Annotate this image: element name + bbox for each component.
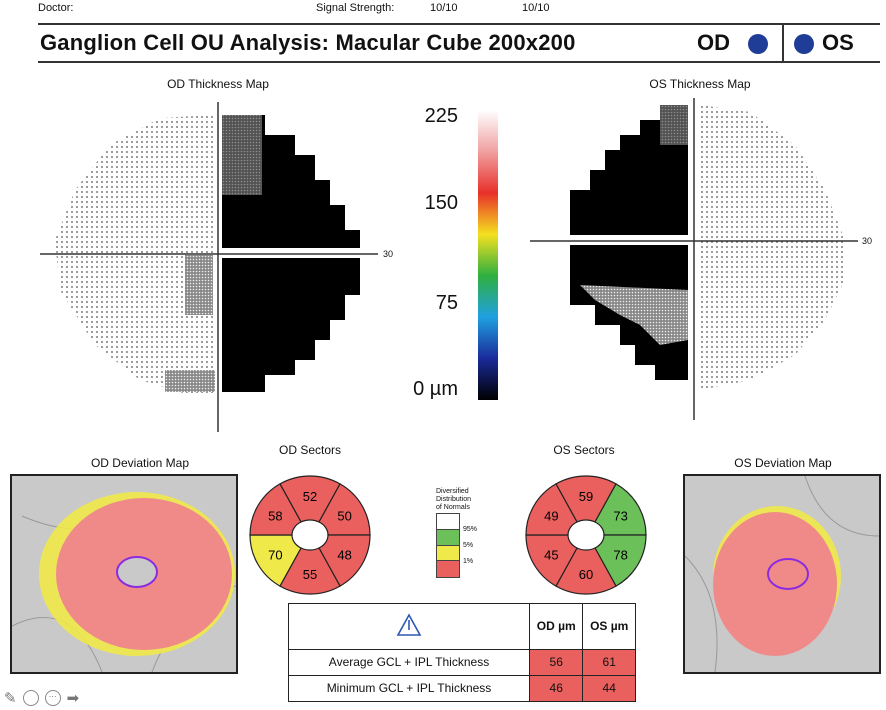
warning-triangle-icon <box>396 613 422 636</box>
os-sector-value-upper-right: 73 <box>613 509 627 524</box>
legend-level: 5% <box>436 529 477 549</box>
od-sector-upper-right <box>318 483 371 536</box>
legend-title-line: of Normals <box>436 504 470 511</box>
table-header-row: OD µm OS µm <box>288 603 636 650</box>
report-title: Ganglion Cell OU Analysis: Macular Cube … <box>40 30 576 55</box>
color-scale-labels: 225 150 75 0 µm <box>408 100 458 410</box>
os-value: 44 <box>582 674 636 703</box>
os-label: OS <box>822 30 854 55</box>
divider <box>38 61 880 63</box>
od-sector-upper-left <box>249 483 302 536</box>
od-sector-value-lower-left: 70 <box>268 548 282 563</box>
color-scale-bar <box>478 110 498 400</box>
black-region-upper <box>570 105 688 235</box>
os-sector-lower-left <box>525 534 578 587</box>
forward-arrow-icon[interactable]: ➡ <box>66 690 80 707</box>
legend-level <box>436 560 477 578</box>
legend-level: 95% <box>436 513 477 533</box>
fovea-ellipse <box>767 558 809 590</box>
row-label: Minimum GCL + IPL Thickness <box>288 674 530 703</box>
pencil-icon[interactable]: ✎ <box>4 690 17 707</box>
od-sectors-title: OD Sectors <box>278 443 342 457</box>
legend-swatch <box>436 545 460 562</box>
os-sector-value-upper-left: 49 <box>544 509 558 524</box>
dotted-region <box>55 115 215 395</box>
legend-label: 95% <box>463 526 478 533</box>
od-sector-lower-right <box>318 534 371 587</box>
gray-region <box>580 285 688 345</box>
od-eye-dot <box>748 34 768 54</box>
od-value: 56 <box>528 648 584 676</box>
more-icon[interactable]: ⋯ <box>44 690 61 706</box>
os-sector-lower-right <box>594 534 647 587</box>
black-region-lower <box>222 258 360 392</box>
os-sector-value-bottom: 60 <box>579 567 593 582</box>
legend-label: 5% <box>463 542 474 549</box>
signal-strength-os: 10/10 <box>522 2 550 14</box>
od-axis-label: 30 <box>383 249 394 259</box>
results-table: OD µm OS µm Average GCL + IPL Thickness … <box>288 603 636 703</box>
scale-tick-225: 225 <box>424 105 458 127</box>
legend-level: 1% <box>436 545 477 565</box>
os-eye-dot <box>794 34 814 54</box>
gray-region <box>185 255 213 315</box>
normals-legend: Diversified Distribution of Normals 95% 5… <box>436 488 477 578</box>
os-deviation-map <box>683 474 881 674</box>
legend-swatch <box>436 529 460 546</box>
scale-tick-75: 75 <box>435 292 458 314</box>
scale-tick-0: 0 µm <box>413 378 458 400</box>
os-deviation-map-title: OS Deviation Map <box>734 456 832 470</box>
od-sector-value-bottom: 55 <box>303 567 317 582</box>
od-label: OD <box>697 30 730 55</box>
od-sector-value-upper-right: 50 <box>337 509 351 524</box>
os-axis-label: 30 <box>862 236 873 246</box>
warning-cell <box>288 603 530 650</box>
legend-label: 1% <box>463 558 474 565</box>
os-sector-value-top: 59 <box>579 489 593 504</box>
od-sector-value-top: 52 <box>303 489 317 504</box>
signal-strength-label: Signal Strength: <box>316 2 395 14</box>
os-sectors-title: OS Sectors <box>553 443 615 457</box>
od-header: OD µm <box>528 603 584 650</box>
gray-region <box>165 370 215 392</box>
legend-title-line: Distribution <box>436 496 472 503</box>
os-header: OS µm <box>582 603 636 650</box>
os-sector-value-lower-left: 45 <box>544 548 558 563</box>
legend-title-line: Diversified <box>436 488 469 495</box>
signal-strength-od: 10/10 <box>430 2 458 14</box>
scale-tick-150: 150 <box>424 192 458 214</box>
fovea-ellipse <box>116 556 158 588</box>
os-sectors-chart: 59 73 78 60 45 49 <box>525 475 647 595</box>
od-sector-lower-left <box>249 534 302 587</box>
doctor-label: Doctor: <box>38 2 74 14</box>
od-sector-value-upper-left: 58 <box>268 509 282 524</box>
os-sector-value-lower-right: 78 <box>613 548 627 563</box>
divider <box>38 23 880 25</box>
bottom-toolbar: ✎ ⋯ ➡ <box>4 689 79 707</box>
od-value: 46 <box>528 674 584 703</box>
os-sector-upper-left <box>525 483 578 536</box>
os-thickness-map-title: OS Thickness Map <box>649 77 751 91</box>
legend-swatch <box>436 513 460 530</box>
eye-divider <box>782 24 784 62</box>
od-sectors-chart: 52 50 48 55 70 58 <box>249 475 371 595</box>
table-row: Average GCL + IPL Thickness 56 61 <box>288 648 636 676</box>
row-label: Average GCL + IPL Thickness <box>288 648 530 676</box>
legend-swatch <box>436 560 460 578</box>
od-thickness-map <box>40 102 378 432</box>
comment-icon[interactable] <box>22 690 39 706</box>
os-value: 61 <box>582 648 636 676</box>
od-deviation-map-title: OD Deviation Map <box>90 456 190 470</box>
table-row: Minimum GCL + IPL Thickness 46 44 <box>288 674 636 703</box>
dotted-region <box>700 105 845 390</box>
od-sector-value-lower-right: 48 <box>337 548 351 563</box>
os-thickness-map <box>530 98 858 420</box>
od-thickness-map-title: OD Thickness Map <box>167 77 269 91</box>
os-sector-upper-right <box>594 483 647 536</box>
od-deviation-map <box>10 474 238 674</box>
